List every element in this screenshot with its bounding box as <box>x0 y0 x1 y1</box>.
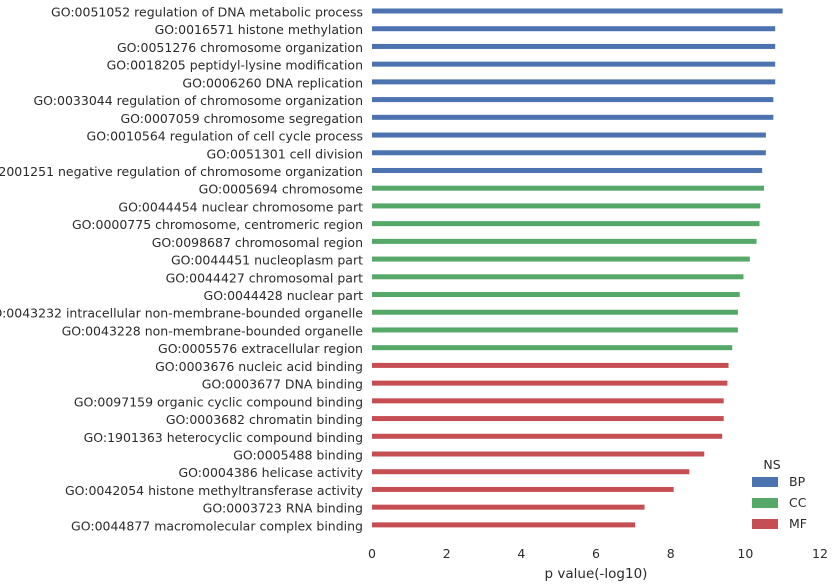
category-label: GO:0051301 cell division <box>207 146 363 161</box>
x-axis-ticks: 0 2 4 6 8 10 12 <box>368 546 828 561</box>
bar-bp <box>372 132 766 138</box>
bar-bp <box>372 150 766 156</box>
bar-cc <box>372 238 757 244</box>
x-tick-label: 10 <box>737 546 753 561</box>
x-tick-label: 6 <box>592 546 600 561</box>
category-label: GO:0044427 chromosomal part <box>166 270 363 285</box>
category-label: GO:0098687 chromosomal region <box>152 235 363 250</box>
legend: NS BP CC MF <box>752 457 807 531</box>
category-label: GO:0051276 chromosome organization <box>117 40 363 55</box>
legend-swatch-cc <box>752 498 778 508</box>
category-label: GO:0044454 nuclear chromosome part <box>118 199 363 214</box>
bar-cc <box>372 345 733 351</box>
bar-mf <box>372 433 723 439</box>
bar-mf <box>372 504 645 510</box>
bar-cc <box>372 221 760 227</box>
category-label: GO:0010564 regulation of cell cycle proc… <box>87 129 363 144</box>
bar-mf <box>372 522 636 528</box>
category-label: GO:0016571 histone methylation <box>155 22 363 37</box>
category-label: GO:0018205 peptidyl-lysine modification <box>107 58 363 73</box>
category-label: GO:0007059 chromosome segregation <box>120 111 363 126</box>
category-label: GO:2001251 negative regulation of chromo… <box>0 164 363 179</box>
bar-bp <box>372 79 776 85</box>
category-label: GO:0005488 binding <box>233 448 363 463</box>
category-label: GO:0043228 non-membrane-bounded organell… <box>62 323 364 338</box>
bar-cc <box>372 203 761 209</box>
category-label: GO:0033044 regulation of chromosome orga… <box>34 93 364 108</box>
bar-bp <box>372 114 774 120</box>
bar-cc <box>372 309 738 315</box>
x-axis-title: p value(-log10) <box>545 566 648 582</box>
category-label: GO:0004386 helicase activity <box>178 465 363 480</box>
category-label: GO:0044451 nucleoplasm part <box>171 253 363 268</box>
bar-bp <box>372 167 763 173</box>
bar-mf <box>372 451 705 457</box>
bar-cc <box>372 327 738 333</box>
bars <box>372 8 783 528</box>
legend-title: NS <box>763 457 780 472</box>
category-label: GO:0003682 chromatin binding <box>166 412 363 427</box>
category-label: GO:0005576 extracellular region <box>158 341 363 356</box>
category-label: GO:0000775 chromosome, centromeric regio… <box>72 217 363 232</box>
category-label: GO:0042054 histone methyltransferase act… <box>65 483 364 498</box>
category-label: GO:1901363 heterocyclic compound binding <box>84 430 363 445</box>
category-label: GO:0006260 DNA replication <box>182 75 363 90</box>
category-label: GO:0043232 intracellular non-membrane-bo… <box>0 306 363 321</box>
legend-label-mf: MF <box>789 516 807 531</box>
x-tick-label: 4 <box>517 546 525 561</box>
bar-cc <box>372 256 750 262</box>
category-label: GO:0003676 nucleic acid binding <box>155 359 363 374</box>
bar-mf <box>372 380 728 386</box>
bar-cc <box>372 274 744 280</box>
x-tick-label: 2 <box>443 546 451 561</box>
bar-mf <box>372 398 724 404</box>
bar-cc <box>372 292 740 298</box>
bar-bp <box>372 61 776 67</box>
category-label: GO:0005694 chromosome <box>199 182 364 197</box>
bar-mf <box>372 362 729 368</box>
bar-mf <box>372 469 690 475</box>
bar-bp <box>372 8 783 14</box>
category-label: GO:0051052 regulation of DNA metabolic p… <box>51 5 363 20</box>
legend-label-cc: CC <box>789 495 807 510</box>
legend-swatch-bp <box>752 477 778 487</box>
bar-mf <box>372 416 724 422</box>
x-tick-label: 12 <box>812 546 828 561</box>
bar-bp <box>372 26 776 32</box>
category-label: GO:0044877 macromolecular complex bindin… <box>71 518 363 533</box>
x-tick-label: 0 <box>368 546 376 561</box>
category-label: GO:0003723 RNA binding <box>203 501 363 516</box>
category-label: GO:0097159 organic cyclic compound bindi… <box>74 394 363 409</box>
bar-cc <box>372 185 764 191</box>
bar-bp <box>372 97 774 103</box>
category-label: GO:0044428 nuclear part <box>204 288 364 303</box>
legend-label-bp: BP <box>789 474 806 489</box>
category-labels: GO:0051052 regulation of DNA metabolic p… <box>0 5 364 534</box>
bar-mf <box>372 486 674 492</box>
legend-swatch-mf <box>752 519 778 529</box>
category-label: GO:0003677 DNA binding <box>202 377 363 392</box>
x-tick-label: 8 <box>667 546 675 561</box>
bar-bp <box>372 43 776 49</box>
